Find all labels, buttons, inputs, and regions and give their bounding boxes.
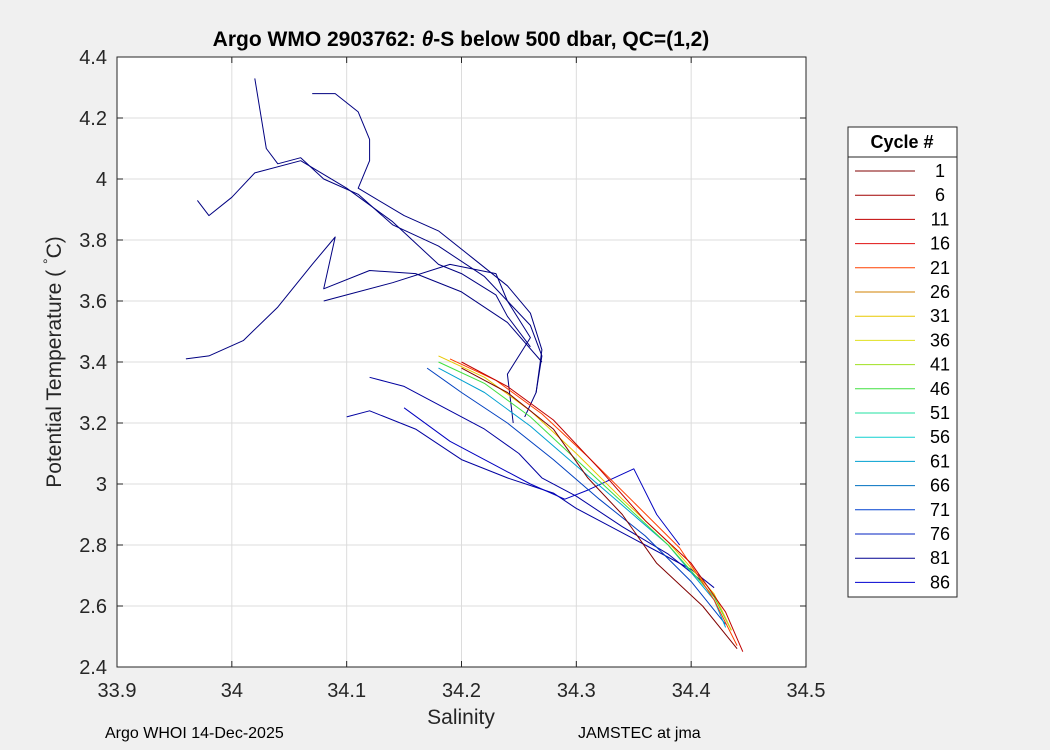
- y-tick-label: 3.2: [79, 413, 107, 435]
- y-tick-label: 2.6: [79, 596, 107, 618]
- series-profile-d: [185, 236, 543, 363]
- legend-label-cycle-26: 26: [930, 282, 950, 302]
- y-tick-label: 3: [96, 474, 107, 496]
- series-profile-a: [254, 78, 543, 418]
- legend-label-cycle-41: 41: [930, 355, 950, 375]
- series-profile-g: [369, 376, 703, 582]
- y-tick-label: 2.4: [79, 657, 107, 679]
- footer-source-date: Argo WHOI 14-Dec-2025: [105, 725, 284, 742]
- y-tick-labels: 2.4 2.6 2.8 3 3.2 3.4 3.6 3.8 4 4.2 4.4: [79, 47, 107, 679]
- legend-label-cycle-31: 31: [930, 306, 950, 326]
- legend-label-cycle-46: 46: [930, 379, 950, 399]
- legend-label-cycle-36: 36: [930, 330, 950, 350]
- legend-box: [847, 126, 958, 598]
- y-tick-label: 3.6: [79, 291, 107, 313]
- y-tick-label: 4.2: [79, 108, 107, 130]
- tick-marks: [116, 56, 807, 668]
- legend-label-cycle-71: 71: [930, 500, 950, 520]
- legend-label-cycle-76: 76: [930, 524, 950, 544]
- y-tick-label: 3.4: [79, 352, 107, 374]
- y-tick-label: 2.8: [79, 535, 107, 557]
- footer-credit: JAMSTEC at jma: [578, 725, 701, 742]
- legend-label-cycle-11: 11: [931, 209, 950, 229]
- series-profile-i: [426, 367, 726, 625]
- legend-label-cycle-21: 21: [930, 258, 950, 278]
- y-tick-label: 4.4: [79, 47, 107, 69]
- x-tick-label: 34.2: [442, 680, 481, 702]
- chart-title: Argo WMO 2903762: θ-S below 500 dbar, QC…: [213, 28, 710, 51]
- legend-label-cycle-16: 16: [930, 234, 950, 254]
- x-tick-label: 34.3: [557, 680, 596, 702]
- legend: Cycle # 16111621263136414651566166717681…: [847, 126, 958, 598]
- series-profile-h: [403, 407, 681, 546]
- legend-label-cycle-61: 61: [930, 451, 950, 471]
- series-profile-n: [461, 361, 744, 652]
- x-axis-label: Salinity: [427, 706, 495, 729]
- x-tick-label: 34.4: [672, 680, 711, 702]
- profile-lines: [185, 78, 744, 652]
- legend-label-cycle-81: 81: [930, 548, 950, 568]
- legend-label-cycle-51: 51: [930, 403, 950, 423]
- legend-label-cycle-66: 66: [930, 476, 950, 496]
- legend-label-cycle-56: 56: [930, 427, 950, 447]
- series-profile-f: [346, 410, 715, 589]
- series-profile-b: [312, 93, 543, 393]
- x-tick-label: 34.5: [787, 680, 826, 702]
- legend-label-cycle-1: 1: [935, 161, 945, 181]
- legend-label-cycle-6: 6: [935, 185, 945, 205]
- series-profile-o: [461, 367, 738, 650]
- series-profile-j: [438, 367, 727, 628]
- y-tick-label: 4: [96, 169, 107, 191]
- legend-title: Cycle #: [870, 132, 933, 152]
- y-axis-label: Potential Temperature ( °C): [40, 236, 66, 488]
- x-tick-label: 34.1: [327, 680, 366, 702]
- x-tick-labels: 33.9 34 34.1 34.2 34.3 34.4 34.5: [98, 680, 826, 702]
- series-profile-c: [197, 160, 531, 348]
- legend-label-cycle-86: 86: [930, 572, 950, 592]
- y-tick-label: 3.8: [79, 230, 107, 252]
- series-profile-m: [449, 358, 738, 646]
- series-profile-e: [323, 263, 531, 424]
- x-tick-label: 34: [221, 680, 243, 702]
- x-tick-label: 33.9: [98, 680, 137, 702]
